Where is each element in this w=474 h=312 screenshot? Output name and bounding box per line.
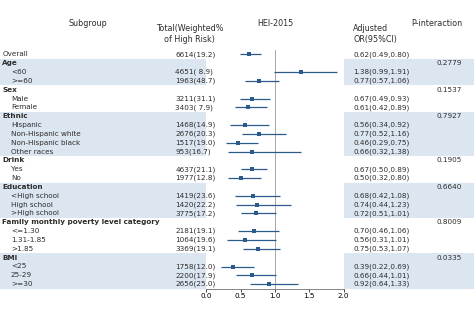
Text: Ethnic: Ethnic: [2, 113, 28, 119]
Text: 1.38(0.99,1.91): 1.38(0.99,1.91): [353, 69, 410, 75]
Text: 0.8009: 0.8009: [437, 219, 462, 225]
Text: 0.39(0.22,0.69): 0.39(0.22,0.69): [353, 263, 410, 270]
Text: 0.77(0.52,1.16): 0.77(0.52,1.16): [353, 131, 410, 137]
Text: 0.1905: 0.1905: [437, 158, 462, 163]
Text: 1977(12.8): 1977(12.8): [175, 175, 216, 181]
Text: 2676(20.3): 2676(20.3): [175, 131, 216, 137]
Text: Adjusted
OR(95%CI): Adjusted OR(95%CI): [353, 24, 397, 44]
Text: 0.7927: 0.7927: [437, 113, 462, 119]
Text: 4651( 8.9): 4651( 8.9): [175, 69, 213, 75]
Text: 0.1537: 0.1537: [437, 87, 462, 93]
Text: Yes: Yes: [11, 166, 23, 172]
Text: 0.92(0.64,1.33): 0.92(0.64,1.33): [353, 281, 410, 287]
Text: 1064(19.6): 1064(19.6): [175, 237, 216, 243]
Text: 3403( 7.9): 3403( 7.9): [175, 104, 213, 111]
Text: 0.46(0.29,0.75): 0.46(0.29,0.75): [353, 139, 410, 146]
Text: 0.56(0.34,0.92): 0.56(0.34,0.92): [353, 122, 410, 128]
Text: 1963(48.7): 1963(48.7): [175, 78, 216, 84]
Text: 0.62(0.49,0.80): 0.62(0.49,0.80): [353, 51, 410, 58]
Text: 1419(23.6): 1419(23.6): [175, 193, 216, 199]
Text: Family monthly poverty level category: Family monthly poverty level category: [2, 219, 160, 225]
Text: 0.56(0.31,1.01): 0.56(0.31,1.01): [353, 237, 410, 243]
Text: >=30: >=30: [11, 281, 32, 287]
Text: 0.77(0.57,1.06): 0.77(0.57,1.06): [353, 78, 410, 84]
Text: 0.74(0.44,1.23): 0.74(0.44,1.23): [353, 201, 410, 208]
Text: 25-29: 25-29: [11, 272, 32, 278]
Text: No: No: [11, 175, 21, 181]
Text: 0.66(0.44,1.01): 0.66(0.44,1.01): [353, 272, 410, 279]
Text: 1.31-1.85: 1.31-1.85: [11, 237, 46, 243]
Text: Sex: Sex: [2, 87, 17, 93]
Text: 0.66(0.32,1.38): 0.66(0.32,1.38): [353, 148, 410, 155]
Text: 1468(14.9): 1468(14.9): [175, 122, 216, 128]
Text: 0.67(0.50,0.89): 0.67(0.50,0.89): [353, 166, 410, 173]
Text: BMI: BMI: [2, 255, 18, 261]
Text: 0.2779: 0.2779: [437, 60, 462, 66]
Text: >=60: >=60: [11, 78, 32, 84]
Text: 1420(22.2): 1420(22.2): [175, 201, 216, 208]
Text: Female: Female: [11, 105, 37, 110]
Text: 0.6640: 0.6640: [437, 184, 462, 190]
Text: HEI-2015: HEI-2015: [257, 19, 293, 28]
Text: 0.72(0.51,1.01): 0.72(0.51,1.01): [353, 210, 410, 217]
Text: Other races: Other races: [11, 149, 53, 154]
Text: Male: Male: [11, 95, 28, 101]
Text: 3369(19.1): 3369(19.1): [175, 246, 216, 252]
Text: Education: Education: [2, 184, 43, 190]
Text: 2181(19.1): 2181(19.1): [175, 228, 216, 234]
Text: 0.0335: 0.0335: [437, 255, 462, 261]
Text: <=1.30: <=1.30: [11, 228, 39, 234]
Text: Drink: Drink: [2, 158, 25, 163]
Text: 0.61(0.42,0.89): 0.61(0.42,0.89): [353, 104, 410, 111]
Text: >1.85: >1.85: [11, 246, 33, 252]
Text: 0.75(0.53,1.07): 0.75(0.53,1.07): [353, 246, 410, 252]
Text: Non-Hispanic black: Non-Hispanic black: [11, 140, 80, 146]
Text: Non-Hispanic white: Non-Hispanic white: [11, 131, 81, 137]
Text: 1758(12.0): 1758(12.0): [175, 263, 216, 270]
Text: Hispanic: Hispanic: [11, 122, 42, 128]
Text: 0.68(0.42,1.08): 0.68(0.42,1.08): [353, 193, 410, 199]
Text: <High school: <High school: [11, 193, 59, 199]
Text: 1517(19.0): 1517(19.0): [175, 139, 216, 146]
Text: <60: <60: [11, 69, 26, 75]
Text: 0.67(0.49,0.93): 0.67(0.49,0.93): [353, 95, 410, 102]
Text: 2656(25.0): 2656(25.0): [175, 281, 216, 287]
Text: 3211(31.1): 3211(31.1): [175, 95, 216, 102]
Text: 2200(17.9): 2200(17.9): [175, 272, 216, 279]
Text: Subgroup: Subgroup: [68, 19, 107, 28]
Text: >High school: >High school: [11, 211, 59, 217]
Text: <25: <25: [11, 264, 26, 270]
Text: 0.70(0.46,1.06): 0.70(0.46,1.06): [353, 228, 410, 234]
Text: 953(16.7): 953(16.7): [175, 148, 211, 155]
Text: High school: High school: [11, 202, 53, 207]
Text: P-interaction: P-interaction: [411, 19, 462, 28]
Text: Total(Weighted%
of High Risk): Total(Weighted% of High Risk): [156, 24, 223, 44]
Text: 4637(21.1): 4637(21.1): [175, 166, 216, 173]
Text: 3775(17.2): 3775(17.2): [175, 210, 216, 217]
Text: 6614(19.2): 6614(19.2): [175, 51, 216, 58]
Text: Age: Age: [2, 60, 18, 66]
Text: 0.50(0.32,0.80): 0.50(0.32,0.80): [353, 175, 410, 181]
Text: Overall: Overall: [2, 51, 28, 57]
